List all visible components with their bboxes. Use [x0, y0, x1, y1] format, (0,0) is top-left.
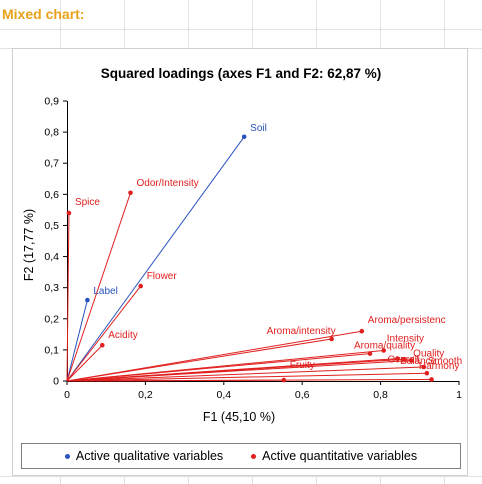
y-tick-label: 0,7	[44, 158, 59, 170]
y-tick-label: 0,3	[44, 282, 59, 294]
legend-item-quantitative: Active quantitative variables	[251, 449, 417, 463]
point-label: Harmony	[419, 361, 460, 372]
point-label: Soil	[250, 123, 267, 134]
sheet-title: Mixed chart:	[2, 6, 85, 22]
point-label: Overall	[387, 355, 419, 366]
data-point	[85, 297, 90, 303]
y-tick-label: 0,1	[44, 344, 59, 356]
data-point	[408, 358, 414, 363]
x-tick-label: 0	[64, 389, 70, 401]
point-label: Quality	[413, 348, 444, 359]
loading-ray	[66, 344, 103, 382]
point-label: Smooth	[428, 356, 462, 367]
loading-ray	[66, 353, 371, 382]
loading-ray	[66, 285, 142, 382]
x-tick-label: 0,2	[138, 389, 153, 401]
x-tick-label: 0,4	[216, 389, 231, 401]
x-axis-label: F1 (45,10 %)	[203, 410, 275, 424]
legend-item-qualitative: Active qualitative variables	[64, 449, 224, 463]
legend-label-quantitative: Active quantitative variables	[262, 449, 418, 463]
y-tick-label: 0,8	[44, 127, 59, 139]
data-point	[281, 377, 287, 383]
data-point	[367, 351, 373, 356]
loading-ray	[66, 338, 332, 382]
y-tick-label: 0,5	[44, 220, 59, 232]
data-point	[421, 364, 427, 370]
loading-ray	[66, 366, 424, 382]
point-labels: Soil Label Spice Odor/Intensity Flower Acidit…	[75, 123, 462, 372]
data-point	[401, 356, 407, 362]
point-label: Spice	[75, 197, 100, 208]
data-point	[381, 348, 387, 353]
y-tick-label: 0,4	[44, 251, 59, 263]
data-point	[99, 342, 105, 348]
loading-ray	[66, 372, 427, 382]
data-point	[66, 210, 72, 216]
loading-ray	[66, 136, 245, 382]
y-axis-label: F2 (17,77 %)	[22, 209, 36, 281]
x-tick-label: 0,6	[295, 389, 310, 401]
legend-marker-quantitative	[251, 453, 257, 459]
loading-ray	[66, 192, 131, 382]
data-point	[429, 377, 434, 382]
point-label: Label	[93, 286, 117, 297]
legend-label-qualitative: Active qualitative variables	[75, 449, 224, 463]
x-tick-label: 1	[456, 389, 462, 401]
loading-ray	[66, 299, 88, 382]
point-label: Aroma/quality	[354, 341, 415, 352]
loading-ray	[66, 212, 70, 382]
legend: Active qualitative variables Active quan…	[21, 443, 461, 469]
point-label: Acidity	[108, 330, 137, 341]
legend-marker-qualitative	[64, 453, 70, 459]
data-point	[138, 283, 143, 289]
loading-ray	[66, 358, 405, 382]
data-point	[329, 336, 334, 342]
point-label: Flower	[147, 271, 178, 282]
point-label: Aroma/persistenc	[368, 315, 446, 326]
data-point	[128, 190, 133, 196]
point-label: Balance	[400, 356, 437, 367]
point-label: Aroma/intensity	[267, 326, 336, 337]
data-point	[359, 328, 365, 334]
point-label: Fruity	[290, 360, 315, 371]
loading-ray	[66, 378, 432, 382]
data-point	[395, 356, 400, 361]
rays	[66, 136, 432, 382]
y-tick-label: 0,6	[44, 189, 59, 201]
x-tick-label: 0,8	[373, 389, 388, 401]
points	[66, 134, 434, 383]
point-label: Intensity	[387, 334, 424, 345]
point-label: Odor/Intensity	[137, 178, 199, 189]
data-point	[424, 370, 430, 376]
y-tick-label: 0,9	[44, 96, 59, 108]
data-point	[241, 134, 247, 140]
y-tick-label: 0,2	[44, 313, 59, 325]
chart-title: Squared loadings (axes F1 and F2: 62,87 …	[100, 66, 382, 81]
y-tick-label: 0	[53, 376, 59, 388]
chart-area[interactable]: Squared loadings (axes F1 and F2: 62,87 …	[12, 48, 468, 476]
scatter-plot: 0 0,2 0,4 0,6 0,8 1 0 0,1 0,2 0,3 0,4 0,5 0,6 0,7 0,8 0…	[22, 96, 462, 425]
